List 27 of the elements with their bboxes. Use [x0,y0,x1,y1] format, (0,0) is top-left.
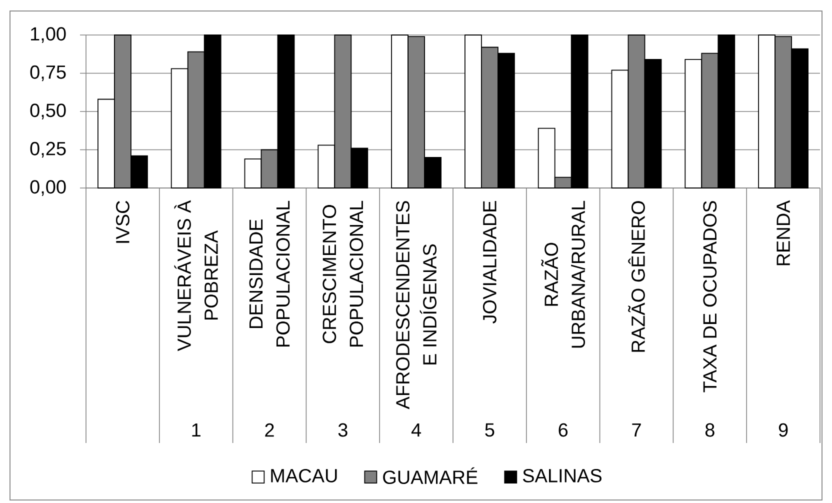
x-tick-label: CRESCIMENTO POPULACIONAL [322,200,364,346]
x-tick-label: RAZÃO URBANA/RURAL [541,200,586,348]
x-tick-label: DENSIDADE POPULACIONAL [249,200,290,346]
legend-label: SALINAS [522,468,602,482]
legend-label: GUAMARÉ [383,467,478,484]
text: 6 [558,423,568,437]
x-tick-label: RENDA [776,200,790,266]
x-tick-label: IVSC [116,200,130,243]
y-tick-label: 1,00 [30,27,66,43]
y-tick-label: 0,50 [30,104,66,120]
text: 8 [705,423,714,437]
text: 1 [192,423,200,437]
text: 4 [411,423,422,437]
y-tick-label: 0,00 [30,180,66,196]
text: 2 [265,423,274,437]
x-tick-label: VULNERÁVEIS À POBREZA [174,200,218,352]
legend-label: MACAU [271,468,337,482]
x-tick-label: RAZÃO GÊNERO [628,201,645,352]
y-tick-label: 0,25 [30,142,66,158]
text: 3 [338,423,348,437]
x-tick-label: AFRODESCENDENTES E INDÍGENAS [396,201,437,410]
text: 9 [778,423,788,437]
y-tick-label: 0,75 [30,65,66,82]
text: 5 [485,423,494,437]
x-tick-label: TAXA DE OCUPADOS [703,201,717,392]
text: 7 [632,423,641,437]
x-tick-label: JOVIALIDADE [482,201,496,324]
